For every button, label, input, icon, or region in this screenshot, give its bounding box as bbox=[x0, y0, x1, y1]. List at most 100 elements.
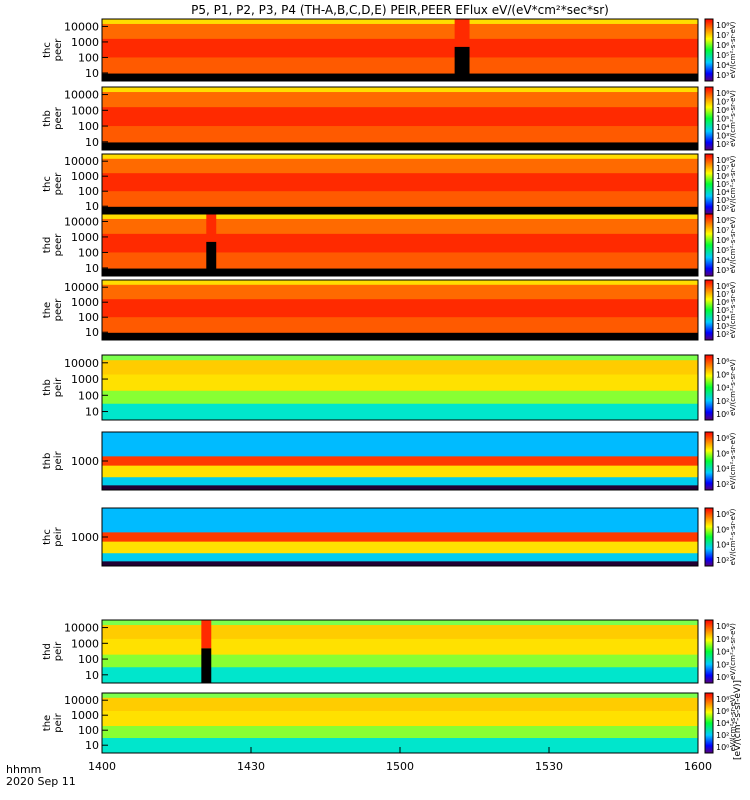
colorbar-tick-label: 10⁸ bbox=[716, 89, 729, 98]
colorbar bbox=[704, 18, 714, 82]
panel-frame bbox=[101, 213, 699, 277]
spectrogram-band bbox=[102, 268, 698, 277]
colorbar-label: eV/(cm²-s-sr-eV) bbox=[729, 694, 737, 751]
spectrogram-band bbox=[102, 711, 698, 727]
panel-label: thcpeer bbox=[42, 38, 64, 62]
colorbar-label: eV/(cm²-s-sr-eV) bbox=[729, 623, 737, 680]
spectrogram-band bbox=[102, 456, 698, 467]
spectrogram-band bbox=[102, 73, 698, 82]
colorbar-tick-label: 10⁴ bbox=[716, 719, 729, 728]
spectrogram-band bbox=[102, 541, 698, 554]
colorbar-tick-label: 10³ bbox=[716, 266, 729, 275]
colorbar-label: eV/(cm²-s-sr-eV) bbox=[729, 155, 737, 212]
y-tick-label: 100 bbox=[78, 724, 99, 737]
data-gap-top bbox=[206, 214, 217, 242]
panel-frame bbox=[101, 354, 699, 421]
panel-thb-peir: 1000 thbpeir 10⁸ 10⁶ 10⁴ 10² eV/(cm²-s-sr-eV) bbox=[42, 431, 737, 491]
colorbar-tick-label: 10⁸ bbox=[716, 622, 729, 631]
y-tick-label: 10 bbox=[85, 739, 99, 752]
panel-frame bbox=[101, 86, 699, 151]
spectrogram-band bbox=[102, 697, 698, 712]
y-tick-label: 1000 bbox=[71, 709, 99, 722]
spectrogram-band bbox=[102, 477, 698, 486]
figure-title: P5, P1, P2, P3, P4 (TH-A,B,C,D,E) PEIR,P… bbox=[191, 3, 609, 17]
spectrogram-band bbox=[102, 432, 698, 457]
colorbar-tick-label: 10⁸ bbox=[716, 357, 729, 366]
colorbar bbox=[704, 279, 714, 341]
colorbar-tick-label: 10⁴ bbox=[716, 61, 729, 70]
colorbar-tick-label: 10⁴ bbox=[716, 465, 729, 474]
y-tick-label: 100 bbox=[78, 653, 99, 666]
y-tick-label: 100 bbox=[78, 120, 99, 133]
colorbar-tick-label: 10² bbox=[716, 660, 729, 669]
colorbar-tick-label: 10² bbox=[716, 731, 729, 740]
colorbar-tick-label: 10⁶ bbox=[716, 172, 729, 181]
panel-label: thdpeir bbox=[42, 641, 64, 661]
spectrogram-band bbox=[102, 142, 698, 151]
colorbar-tick-label: 10⁶ bbox=[716, 525, 729, 534]
spectrogram-band bbox=[102, 206, 698, 215]
spectrogram-band bbox=[102, 92, 698, 108]
colorbar-tick-label: 10⁵ bbox=[716, 180, 729, 189]
spectrogram-band bbox=[102, 233, 698, 253]
y-tick-label: 10000 bbox=[64, 155, 99, 168]
spectrogram-band bbox=[102, 726, 698, 739]
data-gap bbox=[201, 648, 212, 683]
spectrogram-band bbox=[102, 154, 698, 160]
spectrogram-band bbox=[102, 465, 698, 478]
panel-frame bbox=[101, 279, 699, 341]
colorbar-label: eV/(cm²-s-sr-eV) bbox=[729, 359, 737, 416]
colorbar-tick-label: 10² bbox=[716, 556, 729, 565]
spectrogram-band bbox=[102, 374, 698, 392]
spectrogram-band bbox=[102, 87, 698, 93]
y-tick-label: 1000 bbox=[71, 36, 99, 49]
y-tick-label: 1000 bbox=[71, 231, 99, 244]
y-tick-label: 100 bbox=[78, 311, 99, 324]
panel-the-peir: 10000 1000 100 10 thepeir 10⁸ 10⁶ 10⁴ 10² 10⁰ eV/(… bbox=[42, 692, 737, 754]
y-tick-label: 10000 bbox=[64, 20, 99, 33]
spectrogram-band bbox=[102, 625, 698, 640]
data-gap-top bbox=[201, 620, 212, 649]
colorbar-tick-label: 10³ bbox=[716, 196, 729, 205]
colorbar bbox=[704, 354, 714, 421]
spectrogram-band bbox=[102, 317, 698, 334]
colorbar-tick-label: 10⁸ bbox=[716, 434, 729, 443]
colorbar-tick-label: 10⁸ bbox=[716, 695, 729, 704]
spectrogram-band bbox=[102, 299, 698, 318]
y-tick-label: 1000 bbox=[71, 170, 99, 183]
y-tick-label: 10000 bbox=[64, 622, 99, 635]
spectrogram-band bbox=[102, 561, 698, 567]
colorbar-tick-label: 10⁶ bbox=[716, 236, 729, 245]
spectrogram-band bbox=[102, 693, 698, 699]
panel-label: thbpeir bbox=[42, 450, 64, 470]
panel-label: thepeer bbox=[42, 298, 64, 322]
x-tick-label: 1400 bbox=[88, 760, 116, 773]
colorbar-tick-label: 10⁸ bbox=[716, 510, 729, 519]
spectrogram-band bbox=[102, 360, 698, 375]
colorbar bbox=[704, 431, 714, 491]
y-tick-label: 1000 bbox=[71, 373, 99, 386]
colorbar-tick-label: 10⁷ bbox=[716, 226, 729, 235]
colorbar-tick-label: 10³ bbox=[716, 71, 729, 80]
colorbar-label: eV/(cm²-s-sr-eV) bbox=[729, 281, 737, 338]
colorbar-tick-label: 10⁶ bbox=[716, 41, 729, 50]
spectrogram-band bbox=[102, 214, 698, 220]
y-tick-label: 100 bbox=[78, 185, 99, 198]
colorbar-tick-label: 10⁴ bbox=[716, 314, 729, 323]
panel-label: thdpeer bbox=[42, 233, 64, 257]
colorbar-label: eV/(cm²-s-sr-eV) bbox=[729, 21, 737, 78]
colorbar-label: eV/(cm²-s-sr-eV) bbox=[729, 432, 737, 489]
y-tick-label: 10 bbox=[85, 669, 99, 682]
spectrogram-band bbox=[102, 332, 698, 341]
spectrogram-band bbox=[102, 107, 698, 127]
spectrogram-band bbox=[102, 126, 698, 143]
colorbar bbox=[704, 213, 714, 277]
y-tick-label: 10 bbox=[85, 200, 99, 213]
colorbar-tick-label: 10² bbox=[716, 480, 729, 489]
colorbar-tick-label: 10² bbox=[716, 397, 729, 406]
colorbar-tick-label: 10² bbox=[716, 204, 729, 213]
y-tick-label: 10 bbox=[85, 406, 99, 419]
colorbar bbox=[704, 692, 714, 754]
spectrogram-band bbox=[102, 532, 698, 543]
